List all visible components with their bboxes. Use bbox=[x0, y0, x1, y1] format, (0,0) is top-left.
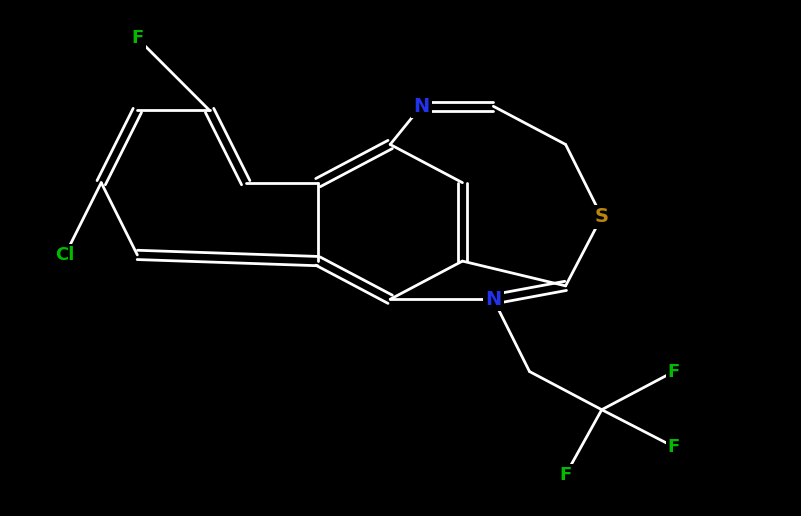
Text: F: F bbox=[559, 466, 572, 483]
Text: F: F bbox=[668, 438, 680, 456]
Text: Cl: Cl bbox=[55, 246, 74, 264]
Text: S: S bbox=[594, 207, 609, 226]
Text: F: F bbox=[668, 363, 680, 380]
Text: N: N bbox=[413, 97, 429, 116]
Text: N: N bbox=[485, 290, 501, 309]
Text: F: F bbox=[131, 29, 143, 47]
